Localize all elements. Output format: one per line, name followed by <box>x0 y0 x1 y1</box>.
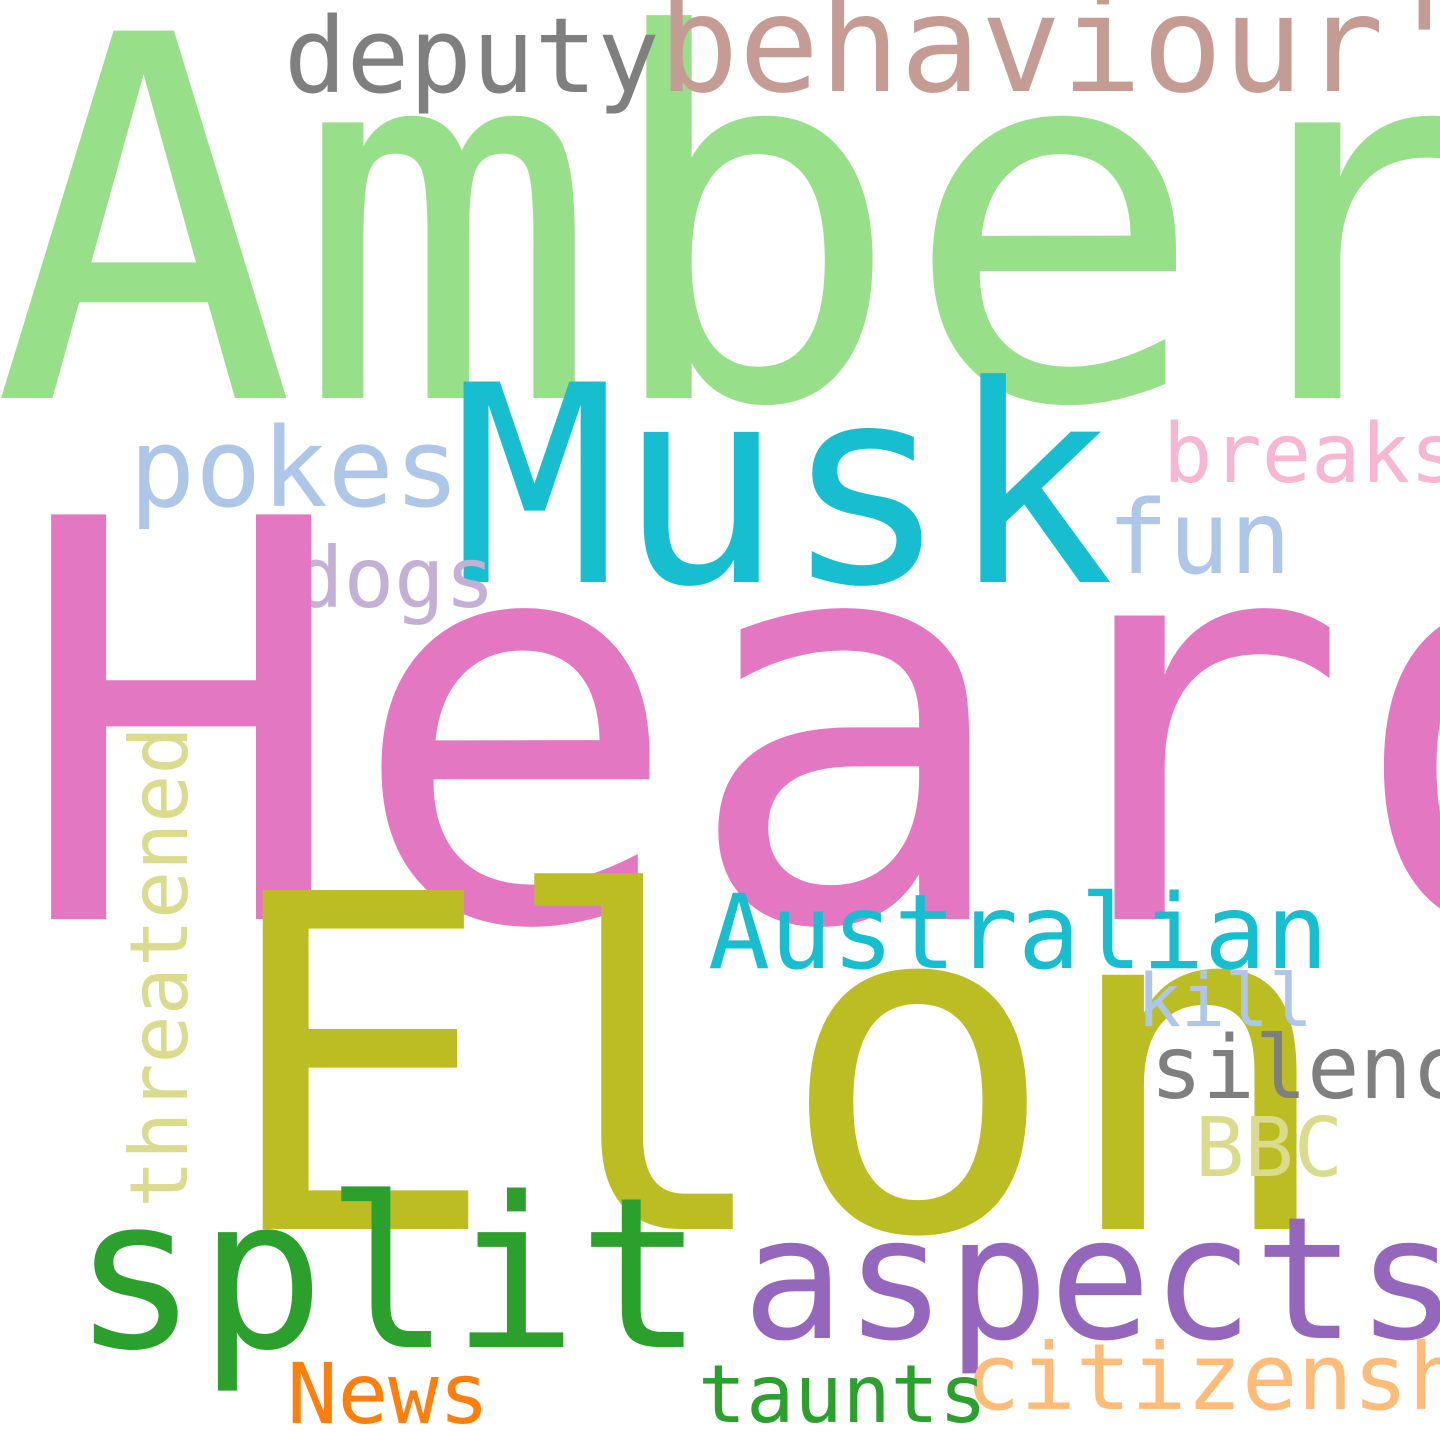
word-news: News <box>287 1345 490 1440</box>
word-fun: fun <box>1107 479 1292 598</box>
word-heard: Heard <box>14 404 1440 1050</box>
word-pokes: pokes <box>129 404 461 532</box>
word-bbc: BBC <box>1195 1101 1344 1196</box>
word-deputy: deputy <box>284 0 660 117</box>
word-dogs: dogs <box>293 529 496 627</box>
word-elon: Elon <box>218 797 1338 1339</box>
word-amber: Amber <box>0 0 1440 517</box>
word-aspects: aspects <box>742 1181 1440 1379</box>
word-silence: silence <box>1150 1017 1440 1119</box>
word-split: split <box>72 1152 705 1397</box>
word-musk: Musk <box>452 327 1115 647</box>
word-breaks: breaks <box>1163 407 1440 502</box>
word-threatened: threatened <box>113 726 206 1208</box>
word-kill: kill <box>1137 959 1313 1044</box>
word-taunts: taunts <box>698 1348 987 1440</box>
word-behaviour: behaviour' <box>658 0 1440 123</box>
word-australian: Australian <box>708 873 1329 993</box>
word-citizenship: citizenship <box>965 1324 1440 1431</box>
